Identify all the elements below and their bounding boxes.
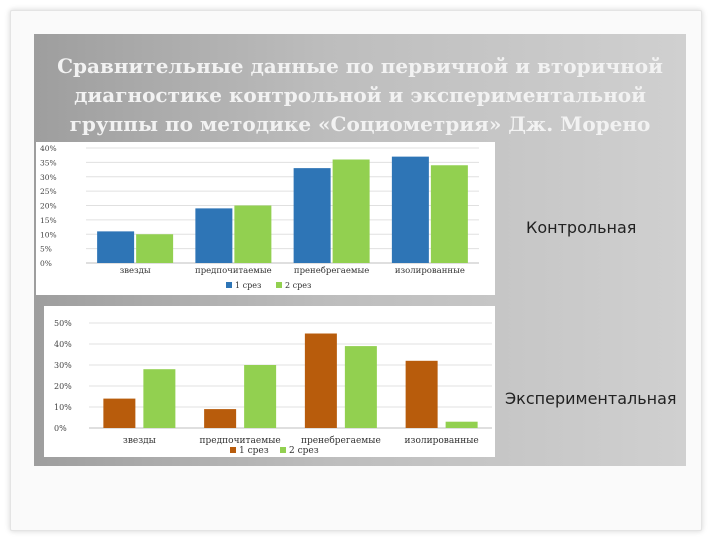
experimental-bar-1 xyxy=(204,409,237,428)
control-chart-panel: 0% 5% 10% 15% 20% 25% 30% 35% 40% звезды предпочит… xyxy=(36,142,495,295)
control-category-label: пренебрегаемые xyxy=(294,265,369,276)
control-legend-label-2: 2 срез xyxy=(285,281,311,290)
title-line-3: группы по методике «Социометрия» Дж. Мор… xyxy=(69,112,651,136)
control-y-tick-label: 10% xyxy=(40,230,57,239)
experimental-legend-swatch-1 xyxy=(230,447,236,453)
experimental-bar-1 xyxy=(103,398,136,428)
experimental-y-tick-label: 30% xyxy=(54,361,72,370)
experimental-group-label: Экспериментальная xyxy=(505,389,677,408)
control-legend-swatch-2 xyxy=(276,282,282,288)
title-line-1: Сравнительные данные по первичной и втор… xyxy=(57,54,663,78)
control-group-label: Контрольная xyxy=(526,218,637,237)
control-y-tick-label: 40% xyxy=(40,144,57,153)
experimental-legend-label-2: 2 срез xyxy=(289,446,319,456)
control-legend-label-1: 1 срез xyxy=(235,281,261,290)
control-bar-2 xyxy=(332,159,370,263)
experimental-bar-1 xyxy=(405,360,438,428)
experimental-chart: 0% 10% 20% 30% 40% 50% звезды предпочитаемые пре… xyxy=(54,319,492,456)
experimental-bar-1 xyxy=(304,333,337,428)
experimental-bar-2 xyxy=(244,365,277,428)
control-bar-2 xyxy=(136,234,174,263)
control-y-tick-label: 15% xyxy=(40,216,57,225)
experimental-y-tick-label: 40% xyxy=(54,340,72,349)
experimental-y-tick-label: 10% xyxy=(54,403,72,412)
control-y-tick-label: 5% xyxy=(40,245,52,254)
control-y-tick-label: 35% xyxy=(40,158,57,167)
control-bar-2 xyxy=(234,205,272,263)
control-y-tick-label: 20% xyxy=(40,202,57,211)
experimental-bar-2 xyxy=(143,369,176,428)
control-bar-1 xyxy=(195,208,233,263)
experimental-y-tick-label: 0% xyxy=(54,424,67,433)
title-line-2: диагностике контрольной и эксперименталь… xyxy=(74,83,646,107)
experimental-category-label: предпочитаемые xyxy=(200,436,281,446)
control-category-label: предпочитаемые xyxy=(195,266,272,276)
slide-title: Сравнительные данные по первичной и втор… xyxy=(40,52,680,139)
experimental-legend-label-1: 1 срез xyxy=(239,446,269,456)
experimental-y-tick-label: 50% xyxy=(54,319,72,328)
control-y-tick-label: 0% xyxy=(40,259,52,268)
control-bar-2 xyxy=(430,165,468,263)
control-y-tick-label: 30% xyxy=(40,173,57,182)
experimental-category-label: изолированные xyxy=(405,436,479,446)
experimental-category-label: пренебрегаемые xyxy=(301,435,381,446)
control-category-label: звезды xyxy=(120,266,151,276)
control-bar-1 xyxy=(391,156,429,263)
control-chart: 0% 5% 10% 15% 20% 25% 30% 35% 40% звезды предпочит… xyxy=(40,144,479,290)
control-legend-swatch-1 xyxy=(226,282,232,288)
experimental-y-tick-label: 20% xyxy=(54,382,72,391)
experimental-legend-swatch-2 xyxy=(280,447,286,453)
experimental-bar-2 xyxy=(445,421,478,428)
control-y-tick-label: 25% xyxy=(40,187,57,196)
experimental-chart-panel: 0% 10% 20% 30% 40% 50% звезды предпочитаемые пре… xyxy=(44,306,495,457)
control-bar-1 xyxy=(97,231,135,263)
control-bar-1 xyxy=(293,168,331,263)
experimental-bar-2 xyxy=(344,346,377,428)
experimental-category-label: звезды xyxy=(123,436,156,446)
control-category-label: изолированные xyxy=(395,266,465,276)
